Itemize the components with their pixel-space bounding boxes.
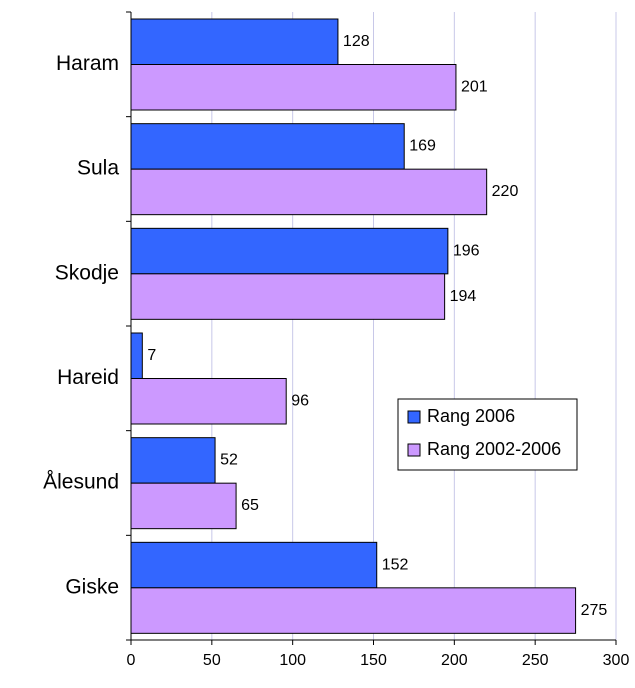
legend <box>397 398 578 471</box>
legend-swatch <box>407 443 421 457</box>
value-label: 220 <box>492 183 519 200</box>
bar <box>130 64 457 111</box>
x-tick-label: 150 <box>360 652 387 669</box>
value-label: 65 <box>241 497 259 514</box>
value-label: 7 <box>147 347 156 364</box>
bar <box>130 168 488 216</box>
y-tick-label: Hareid <box>57 366 119 389</box>
x-tick-label: 50 <box>203 652 221 669</box>
value-label: 196 <box>453 242 480 259</box>
value-label: 201 <box>461 78 488 95</box>
bar <box>130 541 378 589</box>
legend-label: Rang 2002-2006 <box>427 439 561 459</box>
bar <box>130 332 143 379</box>
value-label: 96 <box>291 392 309 409</box>
x-tick-label: 100 <box>279 652 306 669</box>
bar <box>130 123 405 170</box>
bar <box>130 227 449 275</box>
bar <box>130 482 237 530</box>
x-tick-label: 0 <box>127 652 136 669</box>
bar <box>130 437 216 484</box>
x-tick-label: 300 <box>603 652 630 669</box>
legend-swatch <box>407 410 421 424</box>
y-tick-label: Giske <box>65 575 119 598</box>
bar <box>130 587 577 634</box>
y-tick-label: Ålesund <box>43 471 119 494</box>
value-label: 152 <box>382 556 409 573</box>
y-tick-label: Haram <box>56 52 119 75</box>
x-tick-label: 250 <box>522 652 549 669</box>
bar <box>130 18 339 65</box>
legend-label: Rang 2006 <box>427 406 515 426</box>
x-tick-label: 200 <box>441 652 468 669</box>
value-label: 128 <box>343 33 370 50</box>
value-label: 169 <box>409 138 436 155</box>
bar <box>130 378 287 425</box>
bar <box>130 273 446 320</box>
value-label: 275 <box>581 602 608 619</box>
y-tick-label: Skodje <box>55 261 119 284</box>
y-tick-label: Sula <box>77 157 119 180</box>
value-label: 52 <box>220 452 238 469</box>
value-label: 194 <box>450 288 477 305</box>
